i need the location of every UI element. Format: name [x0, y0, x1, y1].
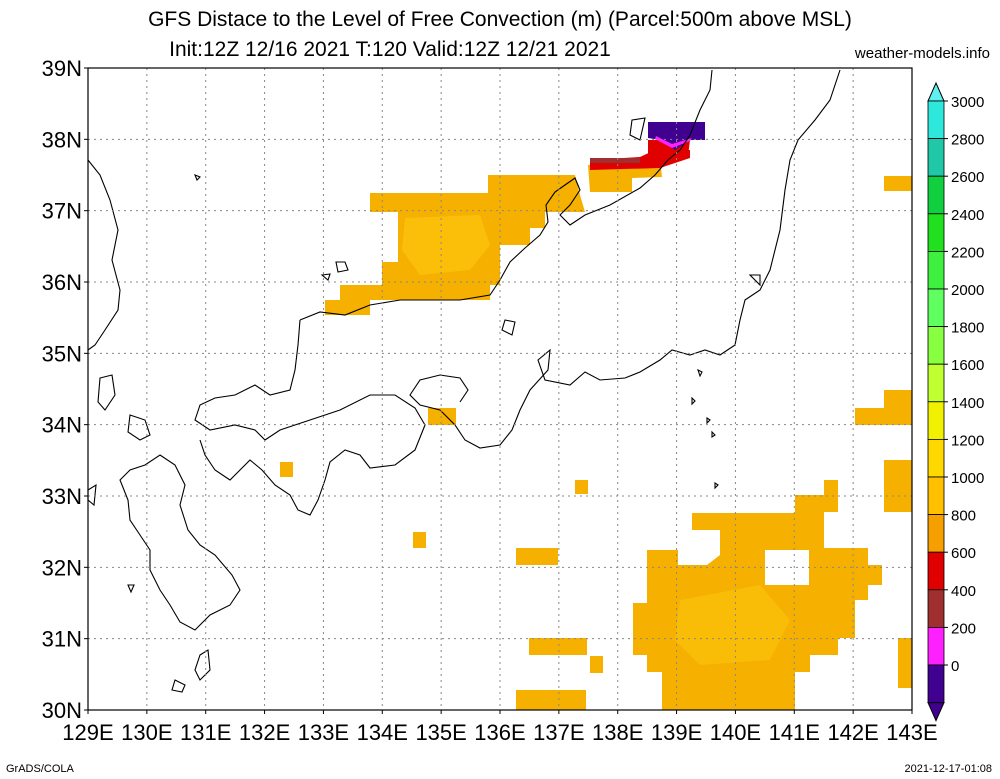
colorbar-label: 1000 — [951, 470, 984, 487]
colorbar-label: 2800 — [951, 132, 984, 149]
lon-label: 130E — [121, 720, 172, 745]
map-title-line2: Init:12Z 12/16 2021 T:120 Valid:12Z 12/2… — [169, 38, 611, 61]
lon-label: 132E — [239, 720, 290, 745]
lat-label: 39N — [42, 56, 82, 81]
lon-label: 136E — [474, 720, 525, 745]
lfc-field-south — [633, 480, 882, 710]
lat-label: 32N — [42, 555, 82, 580]
lon-label: 135E — [415, 720, 466, 745]
colorbar-label: 0 — [951, 658, 959, 675]
colorbar-label: 2000 — [951, 282, 984, 299]
lon-label: 131E — [180, 720, 231, 745]
map-title-line1: GFS Distace to the Level of Free Convect… — [148, 8, 852, 31]
lon-label: 133E — [298, 720, 349, 745]
colorbar-label: 1400 — [951, 395, 984, 412]
colorbar-swatch — [927, 138, 945, 177]
colorbar-swatch — [927, 213, 945, 252]
colorbar-bottom-arrow — [927, 702, 945, 722]
colorbar-swatch — [927, 363, 945, 403]
colorbar-label: 600 — [951, 545, 976, 562]
colorbar-label: 3000 — [951, 94, 984, 111]
footer-software: GrADS/COLA — [6, 763, 74, 775]
lon-label: 137E — [533, 720, 584, 745]
colorbar-swatch — [927, 627, 945, 666]
colorbar-swatch — [927, 589, 945, 628]
lat-label: 35N — [42, 341, 82, 366]
colorbar: 3000280026002400220020001800160014001200… — [927, 81, 984, 722]
site-credit: weather-models.info — [854, 45, 990, 62]
lon-label: 134E — [357, 720, 408, 745]
footer-timestamp: 2021-12-17-01:08 — [904, 763, 992, 775]
colorbar-swatch — [927, 326, 945, 365]
map-gridlines — [88, 68, 912, 710]
colorbar-top-arrow — [927, 81, 945, 102]
lat-label: 38N — [42, 127, 82, 152]
colorbar-swatch — [927, 551, 945, 591]
colorbar-swatch — [927, 100, 945, 139]
lon-label: 143E — [886, 720, 937, 745]
lat-label: 34N — [42, 413, 82, 438]
colorbar-label: 1200 — [951, 432, 984, 449]
colorbar-label: 2600 — [951, 169, 984, 186]
lon-label: 139E — [651, 720, 702, 745]
axis-labels: 129E 130E 131E 132E 133E 134E 135E 136E 137E 138E… — [42, 56, 938, 745]
colorbar-swatch — [927, 664, 945, 703]
lat-label: 30N — [42, 698, 82, 723]
colorbar-swatch — [927, 175, 945, 215]
colorbar-swatch — [927, 250, 945, 290]
coastline-layer — [87, 69, 841, 693]
colorbar-label: 2200 — [951, 244, 984, 261]
lat-label: 36N — [42, 270, 82, 295]
lat-label: 33N — [42, 484, 82, 509]
colorbar-label: 200 — [951, 620, 976, 637]
lat-label: 31N — [42, 627, 82, 652]
colorbar-label: 400 — [951, 583, 976, 600]
lfc-field-layer — [280, 122, 912, 710]
colorbar-label: 2400 — [951, 207, 984, 224]
colorbar-swatch — [927, 476, 945, 515]
colorbar-swatch — [927, 514, 945, 553]
colorbar-label: 1800 — [951, 320, 984, 337]
colorbar-label: 1600 — [951, 357, 984, 374]
colorbar-swatch — [927, 438, 945, 478]
colorbar-label: 800 — [951, 508, 976, 525]
colorbar-swatch — [927, 401, 945, 440]
lon-label: 141E — [769, 720, 820, 745]
lon-label: 140E — [710, 720, 761, 745]
colorbar-swatch — [927, 288, 945, 327]
lon-label: 129E — [62, 720, 113, 745]
lon-label: 142E — [827, 720, 878, 745]
lat-label: 37N — [42, 199, 82, 224]
lon-label: 138E — [592, 720, 643, 745]
